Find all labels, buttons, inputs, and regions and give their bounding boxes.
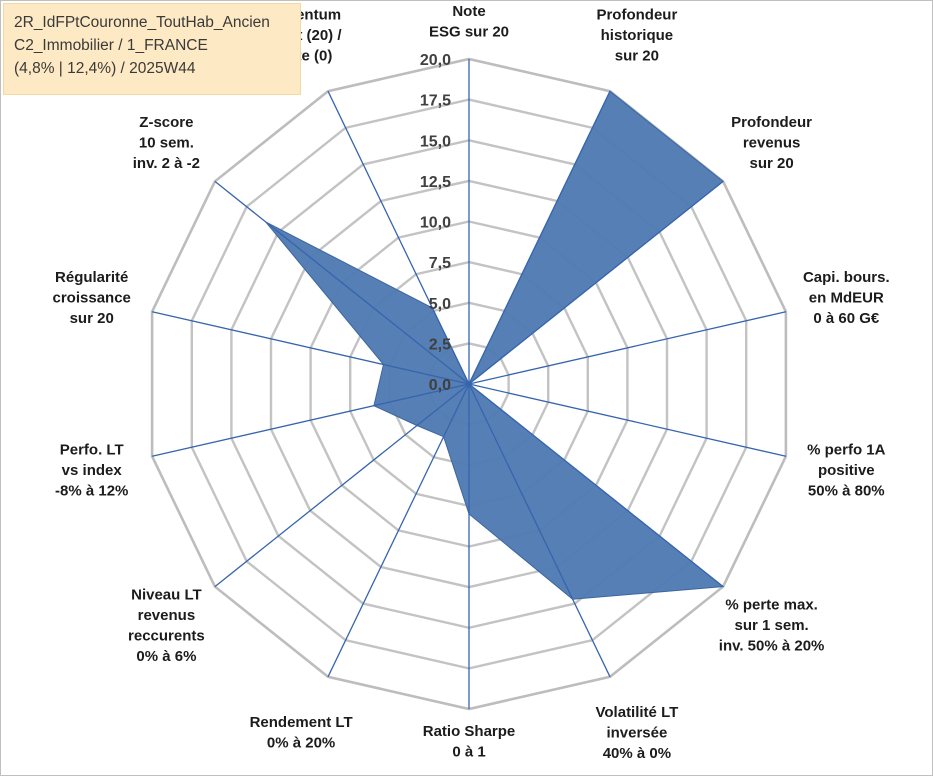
axis-label-line: Régularité — [55, 269, 128, 286]
axis-label-line: 0 à 60 G€ — [813, 310, 880, 327]
axis-label-line: revenus — [743, 135, 801, 152]
axis-label: Perfo. LT vs index -8% à 12% — [55, 441, 128, 499]
axis-label-line: -8% à 12% — [55, 482, 128, 499]
axis-label-line: revenus — [138, 607, 196, 624]
axis-label-line: croissance — [53, 290, 131, 307]
axis-spoke — [468, 383, 787, 457]
axis-spoke — [327, 383, 470, 678]
axis-label-line: % perfo 1A — [807, 441, 886, 458]
axis-label-line: Capi. bours. — [803, 269, 890, 286]
axis-label: Rendement LT 0% à 20% — [250, 714, 353, 752]
axis-label-line: inv. 2 à -2 — [133, 155, 200, 172]
axis-label-line: 50% à 80% — [808, 482, 885, 499]
tick-label: 20,0 — [420, 52, 451, 69]
axis-label: Note ESG sur 20 — [429, 3, 509, 41]
tick-label: 0,0 — [429, 377, 451, 394]
title-line-1: 2R_IdFPtCouronne_ToutHab_Ancien — [14, 14, 270, 31]
axis-label-line: 10 sem. — [139, 135, 194, 152]
axis-label-line: 0% à 6% — [136, 648, 196, 665]
axis-label-line: inversée — [606, 724, 667, 741]
tick-label: 10,0 — [420, 215, 451, 232]
axis-spoke — [151, 311, 470, 385]
axis-label-line: Note — [452, 3, 485, 20]
axis-label-line: Rendement LT — [250, 714, 353, 731]
axis-label-line: en MdEUR — [809, 290, 884, 307]
axis-label: Z-score 10 sem. inv. 2 à -2 — [133, 114, 200, 172]
axis-label-line: Perfo. LT — [60, 441, 124, 458]
tick-label: 17,5 — [420, 93, 451, 110]
axis-label: % perte max. sur 1 sem. inv. 50% à 20% — [719, 597, 825, 655]
series-area — [265, 90, 725, 600]
axis-spoke — [214, 180, 470, 385]
axis-label-line: positive — [818, 462, 875, 479]
axis-label-line: 0% à 20% — [267, 735, 335, 752]
tick-layer: 0,0 2,5 5,0 7,5 10,0 12,5 15,0 17,5 20,0 — [420, 52, 451, 394]
axis-label-line: sur 1 sem. — [734, 617, 808, 634]
axis-spoke — [468, 383, 611, 678]
axis-label-line: Niveau LT — [131, 586, 202, 603]
axis-label-line: sur 20 — [615, 48, 659, 65]
axis-label-line: Z-score — [139, 114, 193, 131]
axis-label-line: % perte max. — [725, 597, 818, 614]
tick-label: 12,5 — [420, 174, 451, 191]
axis-label: % perfo 1A positive 50% à 80% — [807, 441, 886, 499]
tick-label: 7,5 — [429, 255, 451, 272]
axis-label: Ratio Sharpe 0 à 1 — [423, 723, 516, 761]
axis-spoke — [468, 90, 611, 385]
spoke-layer — [151, 59, 787, 709]
tick-label: 2,5 — [429, 336, 451, 353]
axis-spoke — [327, 90, 470, 385]
axis-label-line: Profondeur — [731, 114, 812, 131]
axis-label-line: sur 20 — [749, 155, 793, 172]
axis-spoke — [151, 383, 470, 457]
axis-label-line: sur 20 — [70, 310, 114, 327]
axis-label-line: ESG sur 20 — [429, 24, 509, 41]
title-line-3: (4,8% | 12,4%) / 2025W44 — [14, 60, 196, 77]
axis-label-line: historique — [601, 27, 674, 44]
axis-spoke — [468, 180, 724, 385]
axis-label-line: vs index — [62, 462, 123, 479]
axis-spoke — [214, 383, 470, 588]
axis-label: Régularité croissance sur 20 — [53, 269, 131, 327]
title-line-2: C2_Immobilier / 1_FRANCE — [14, 37, 208, 54]
axis-label-line: reccurents — [128, 627, 205, 644]
axis-spoke — [468, 311, 787, 385]
tick-label: 5,0 — [429, 296, 451, 313]
axis-label-line: Volatilité LT — [596, 704, 679, 721]
axis-label: Profondeur revenus sur 20 — [731, 114, 812, 172]
axis-label: Profondeur historique sur 20 — [596, 7, 677, 65]
label-layer: Note ESG sur 20 Profondeur historique sur 20… — [53, 3, 890, 762]
chart-title: 2R_IdFPtCouronne_ToutHab_Ancien C2_Immob… — [14, 11, 270, 80]
axis-label: Volatilité LT inversée 40% à 0% — [596, 704, 679, 762]
title-box — [3, 3, 301, 95]
axis-label-line: Ratio Sharpe — [423, 723, 516, 740]
axis-spoke — [468, 383, 724, 588]
series-layer — [265, 90, 725, 600]
axis-label-line: Profondeur — [596, 7, 677, 24]
tick-label: 15,0 — [420, 133, 451, 150]
axis-label: Capi. bours. en MdEUR 0 à 60 G€ — [803, 269, 890, 327]
axis-label: Niveau LT revenus reccurents 0% à 6% — [128, 586, 205, 665]
axis-label-line: 40% à 0% — [603, 745, 671, 762]
axis-label-line: 0 à 1 — [452, 744, 485, 761]
axis-label-line: inv. 50% à 20% — [719, 638, 825, 655]
